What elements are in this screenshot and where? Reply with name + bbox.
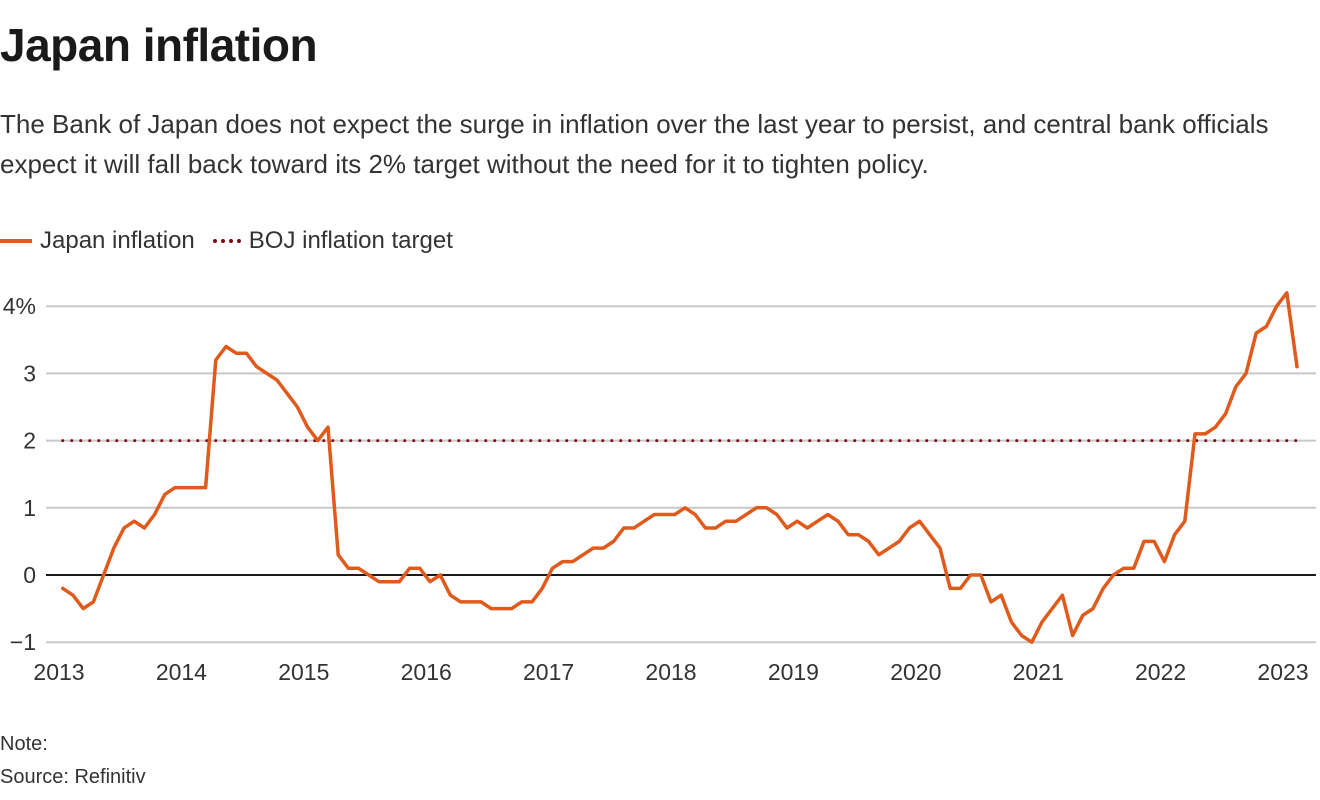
y-tick-label: 3 <box>23 360 36 386</box>
dotted-line-swatch-icon <box>212 239 241 243</box>
x-axis-tick-labels: 2013 2014 2015 2016 2017 2018 2019 2020 2021 2022… <box>33 659 1308 685</box>
chart-title: Japan inflation <box>0 19 318 71</box>
y-tick-label: 0 <box>23 562 36 588</box>
legend: Japan inflation BOJ inflation target <box>0 226 471 256</box>
x-tick-label: 2023 <box>1257 659 1308 685</box>
x-tick-label: 2022 <box>1135 659 1186 685</box>
x-tick-label: 2018 <box>645 659 696 685</box>
legend-item-japan-inflation: Japan inflation <box>0 227 195 255</box>
solid-line-swatch-icon <box>0 239 32 243</box>
x-tick-label: 2016 <box>401 659 452 685</box>
chart-subtitle: The Bank of Japan does not expect the su… <box>0 109 1269 179</box>
y-tick-label: −1 <box>10 629 36 655</box>
x-tick-label: 2021 <box>1013 659 1064 685</box>
x-tick-label: 2020 <box>890 659 941 685</box>
y-tick-label: 2 <box>23 428 36 454</box>
x-tick-label: 2014 <box>156 659 207 685</box>
x-tick-label: 2019 <box>768 659 819 685</box>
footer-note: Note: <box>0 733 48 755</box>
x-tick-label: 2015 <box>278 659 329 685</box>
japan-inflation-series <box>61 291 1299 644</box>
x-tick-label: 2013 <box>33 659 84 685</box>
legend-label: Japan inflation <box>40 227 195 254</box>
y-tick-label: 1 <box>23 495 36 521</box>
gridlines <box>46 305 1316 644</box>
line-chart: −1 0 1 2 3 4% 2013 2014 2015 2016 2017 2018 2019 202… <box>3 291 1316 685</box>
y-tick-label: 4% <box>3 293 36 319</box>
legend-item-boj-target: BOJ inflation target <box>212 227 453 255</box>
japan-inflation-line <box>61 291 1299 644</box>
footer-source: Source: Refinitiv <box>0 766 146 788</box>
x-tick-label: 2017 <box>523 659 574 685</box>
legend-label: BOJ inflation target <box>248 227 453 254</box>
y-axis-tick-labels: −1 0 1 2 3 4% <box>3 293 36 655</box>
